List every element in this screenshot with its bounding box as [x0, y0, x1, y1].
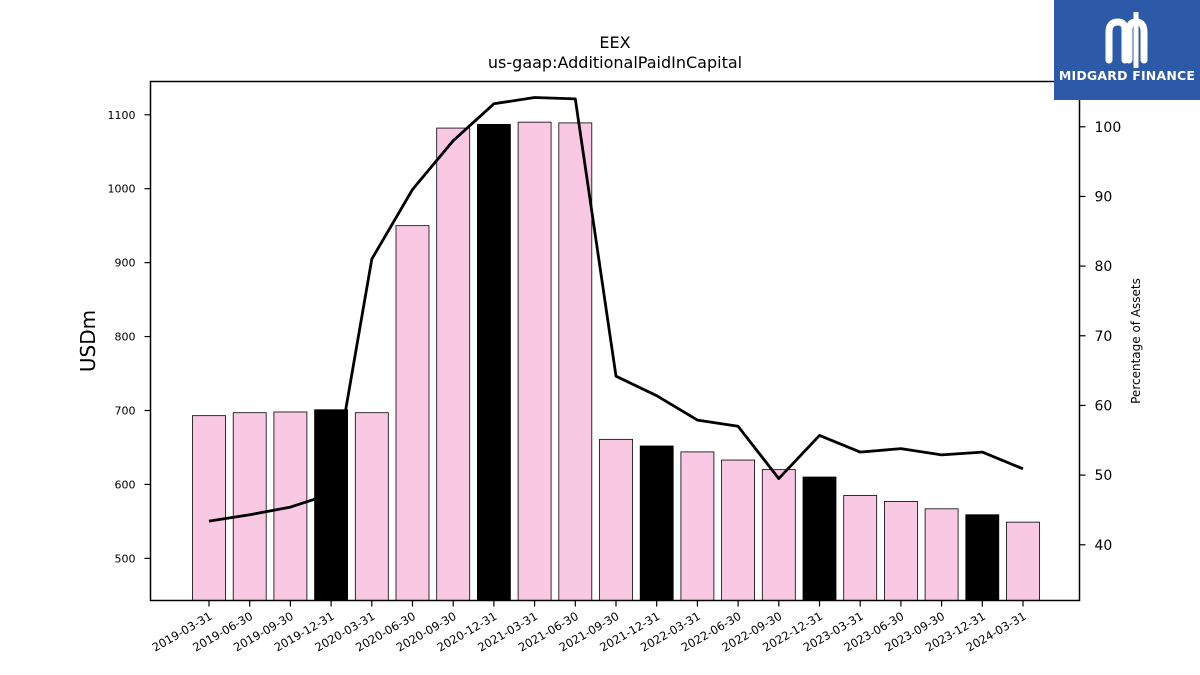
line-layer [208, 96, 1024, 523]
chart-subtitle: us-gaap:AdditionalPaidInCapital [488, 53, 742, 72]
y-tick-label: 700 [115, 404, 136, 417]
bar-2019-03-31 [192, 415, 226, 601]
bar-2023-06-30 [884, 501, 918, 601]
bar-2022-09-30 [761, 469, 796, 601]
y2-axis-label: Percentage of Assets [1129, 278, 1143, 404]
bar-2020-12-31 [476, 123, 511, 601]
bar-2020-06-30 [395, 225, 430, 601]
y2-tick-label: 40 [1095, 538, 1113, 554]
y-tick-label: 800 [115, 331, 136, 344]
bar-2024-03-31 [1006, 521, 1040, 601]
bar-2023-12-31 [965, 514, 1000, 601]
bar-2020-03-31 [354, 412, 389, 601]
chart-title: EEX [599, 33, 630, 52]
bar-2022-12-31 [802, 476, 837, 601]
y2-tick-label: 90 [1095, 189, 1113, 205]
bar-2021-09-30 [599, 438, 633, 601]
y-axis-label: USDm [76, 310, 100, 372]
y2-tick-label: 60 [1095, 398, 1113, 414]
logo-text: MIDGARD FINANCE [1058, 68, 1196, 83]
midgard-logo-icon [1105, 12, 1148, 68]
y2-tick-label: 50 [1095, 468, 1113, 484]
y-tick-label: 600 [115, 478, 136, 491]
bar-2019-12-31 [314, 409, 349, 601]
y2-tick-label: 70 [1095, 329, 1113, 345]
bar-2021-12-31 [639, 445, 674, 601]
y-tick-label: 500 [115, 552, 136, 565]
percentage-of-assets-line [208, 96, 1024, 523]
bar-2019-06-30 [232, 412, 267, 601]
bar-2022-03-31 [680, 451, 715, 601]
bar-2020-09-30 [436, 127, 471, 601]
bar-2023-03-31 [843, 495, 878, 601]
y-axis-left: 500 600 700 800 900 1000 1100 [108, 109, 151, 565]
y2-tick-label: 80 [1095, 259, 1113, 275]
midgard-finance-logo: MIDGARD FINANCE [1054, 0, 1200, 100]
y-tick-label: 1000 [108, 183, 136, 196]
plot-frame [149, 80, 1081, 602]
y-tick-label: 900 [115, 257, 136, 270]
x-axis: 2019-03-312019-06-302019-09-302019-12-31… [150, 600, 1029, 655]
bar-2021-03-31 [517, 121, 552, 601]
bar-2021-06-30 [558, 122, 593, 601]
bars-layer [192, 121, 1040, 601]
y-tick-label: 1100 [108, 109, 136, 122]
bar-2022-06-30 [721, 459, 755, 601]
y2-tick-label: 100 [1095, 120, 1122, 136]
bar-2023-09-30 [924, 508, 959, 601]
y-axis-right: 40 50 60 70 80 90 100 [1079, 120, 1122, 554]
